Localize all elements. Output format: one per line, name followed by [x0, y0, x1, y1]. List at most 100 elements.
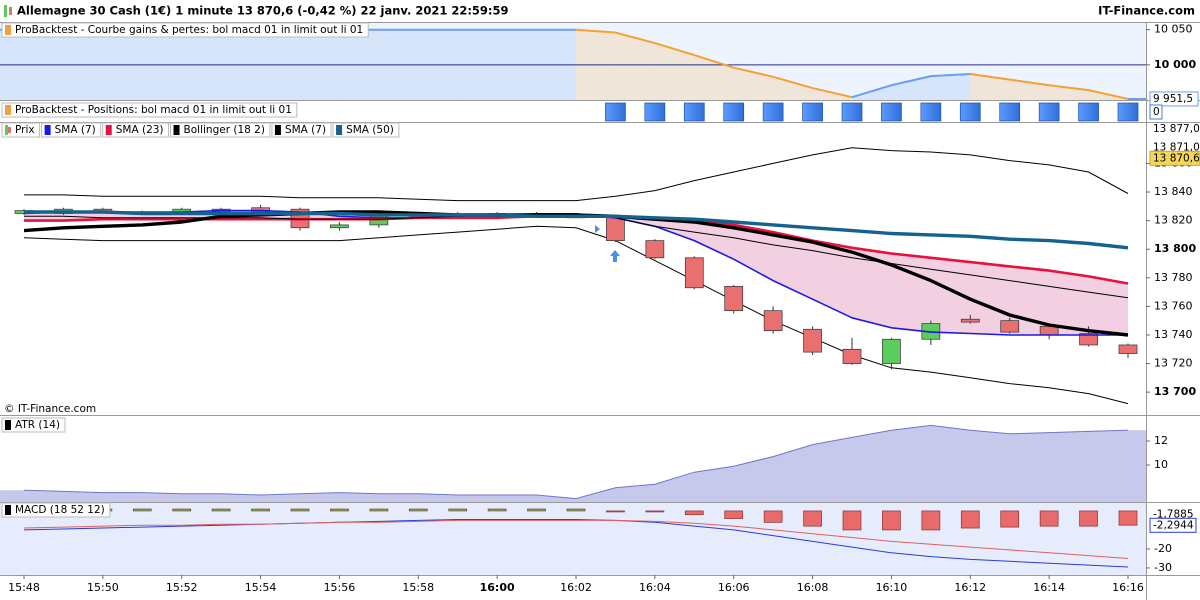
- histogram-bar: [724, 510, 744, 519]
- legend-swatch: [5, 25, 11, 35]
- legend-item: SMA (23): [102, 122, 170, 138]
- y-tick-label: 10 050: [1154, 23, 1193, 36]
- legend-label: SMA (23): [116, 124, 164, 136]
- area-fill: [0, 425, 1146, 502]
- candle-body: [330, 224, 349, 229]
- histogram-bar: [842, 510, 862, 531]
- y-tick-label: 13 740: [1154, 328, 1193, 341]
- legend-swatch: [274, 125, 281, 135]
- legend-swatch: [336, 125, 343, 135]
- price-marker-label: 13 871,0: [1153, 142, 1200, 154]
- candle-body: [1118, 344, 1138, 354]
- x-tick-label: 15:48: [8, 581, 40, 594]
- macd-panel-bg: [0, 502, 1146, 575]
- position-bar: [881, 102, 902, 122]
- equity-segment: [1088, 89, 1129, 100]
- indicator-line: [24, 210, 1129, 250]
- y-tick-label: 13 840: [1154, 185, 1193, 198]
- x-tick-label: 16:16: [1112, 581, 1144, 594]
- x-tick-label: 16:04: [639, 581, 671, 594]
- legend-label: ATR (14): [15, 419, 60, 431]
- legend-label: Bollinger (18 2): [184, 124, 265, 136]
- y-tick-label: 10: [1154, 458, 1168, 471]
- equity-segment: [575, 28, 616, 34]
- histogram-bar: [1079, 510, 1098, 527]
- area-line: [23, 424, 1129, 500]
- candle-body: [763, 310, 783, 332]
- y-tick-label: 13 700: [1154, 385, 1196, 398]
- legend-box: [1, 102, 298, 118]
- position-bar: [1078, 102, 1099, 122]
- legend-item: ProBacktest - Positions: bol macd 01 in …: [1, 102, 298, 118]
- histogram-bar: [1039, 510, 1059, 527]
- histogram-bar: [606, 510, 625, 513]
- y-tick-label: 13 780: [1154, 271, 1193, 284]
- position-bar: [802, 102, 823, 122]
- candle-body: [724, 286, 744, 312]
- candle-body: [645, 240, 665, 259]
- position-bar: [683, 102, 705, 122]
- equity-fill: [970, 74, 1010, 100]
- legend-swatch: [44, 125, 51, 135]
- entry-arrow: [610, 250, 620, 262]
- histogram-bar: [882, 510, 901, 531]
- equity-fill: [615, 32, 655, 100]
- legend-label: Prix: [15, 124, 35, 136]
- position-bar: [959, 102, 981, 122]
- position-bar: [841, 102, 863, 122]
- bollinger-band: [23, 225, 1129, 405]
- legend-swatch: [5, 105, 11, 115]
- histogram-bar: [1118, 510, 1138, 526]
- equity-segment: [891, 75, 932, 87]
- histogram-bar: [487, 508, 507, 512]
- legend-swatch: [5, 125, 8, 135]
- bollinger-band: [24, 147, 1129, 202]
- histogram-bar: [251, 508, 270, 512]
- legend-box: [1, 502, 111, 518]
- histogram-bar: [763, 510, 783, 523]
- candle-body: [842, 348, 862, 364]
- plots: [0, 22, 1146, 568]
- legend-item: SMA (7): [41, 122, 102, 138]
- position-bar: [1038, 102, 1060, 122]
- legend-item: SMA (50): [332, 122, 400, 138]
- legend-box: [102, 122, 170, 138]
- legend-swatch: [105, 125, 112, 135]
- legend-label: SMA (7): [55, 124, 96, 136]
- price-marker-label: 13 877,0: [1153, 123, 1200, 135]
- legend-box: [41, 122, 102, 138]
- current-value-label: 0: [1153, 106, 1160, 118]
- histogram-bar: [684, 510, 704, 516]
- histogram-bar: [960, 510, 980, 529]
- x-tick-label: 15:54: [245, 581, 277, 594]
- current-value-box: [1149, 104, 1163, 120]
- indicator-line: [23, 519, 1129, 568]
- equity-fill: [773, 76, 813, 100]
- candle-body: [1079, 333, 1098, 346]
- order-marker: [595, 225, 600, 233]
- legend-box: [170, 122, 271, 138]
- candle-body: [960, 318, 980, 323]
- equity-segment: [1049, 84, 1089, 92]
- equity-segment: [772, 75, 813, 90]
- legend-box: [1, 22, 369, 38]
- indicator-line: [23, 519, 1129, 559]
- equity-segment: [615, 31, 656, 45]
- position-bar: [999, 102, 1021, 122]
- x-tick-label: 15:58: [402, 581, 434, 594]
- x-tick-label: 16:10: [876, 581, 908, 594]
- legend-item: MACD (18 52 12): [1, 502, 111, 518]
- histogram-bar: [172, 508, 192, 512]
- histogram-bar: [132, 508, 152, 512]
- equity-segment: [812, 87, 853, 99]
- equity-segment: [654, 42, 695, 56]
- band-fill: [24, 210, 1128, 335]
- position-bar: [1117, 102, 1139, 122]
- y-tick-label: 12: [1154, 434, 1168, 447]
- legend-item: SMA (7): [271, 122, 332, 138]
- legend-swatch: [5, 505, 11, 515]
- equity-segment: [930, 73, 971, 78]
- legend-label: SMA (7): [285, 124, 326, 136]
- title-icon: [9, 7, 12, 15]
- last-value-box: [1149, 91, 1199, 107]
